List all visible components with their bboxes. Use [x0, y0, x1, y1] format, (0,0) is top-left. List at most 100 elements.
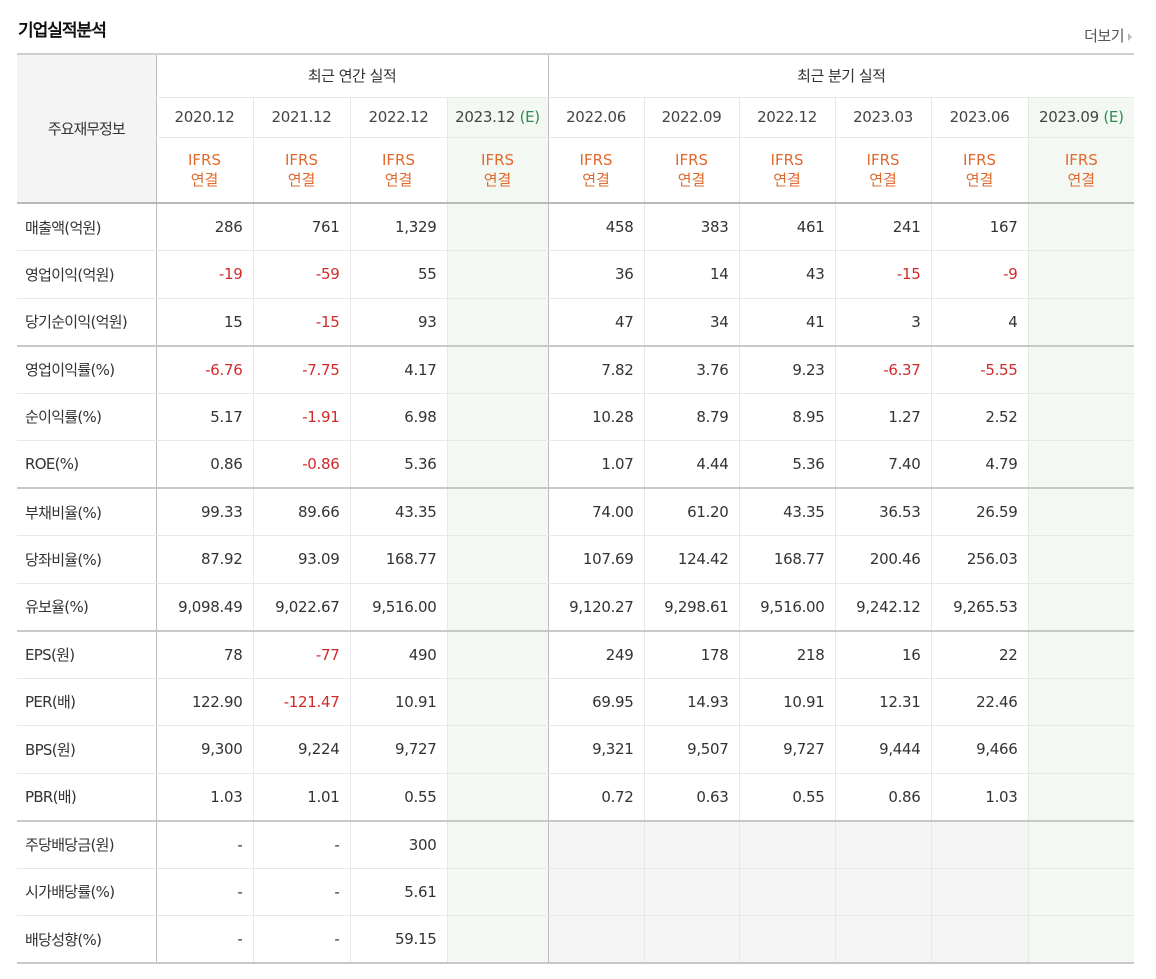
- table-cell: 218: [738, 630, 836, 679]
- table-cell: [446, 630, 549, 679]
- table-cell: [446, 773, 549, 822]
- ifrs-header: IFRS 연결: [930, 137, 1029, 204]
- chevron-right-icon: [1128, 32, 1132, 41]
- ifrs-header: IFRS 연결: [349, 137, 447, 204]
- table-cell: 1.01: [252, 773, 350, 822]
- ifrs-label: IFRS: [770, 150, 804, 169]
- row-label: 순이익률(%): [17, 393, 157, 441]
- table-cell: 1,329: [349, 203, 447, 251]
- table-cell: 1.03: [155, 773, 253, 822]
- table-row: 순이익률(%) 5.17 -1.91 6.98 10.28 8.79 8.95 1.27 2.5…: [17, 393, 1135, 441]
- table-cell: [643, 820, 740, 869]
- table-cell: 15: [155, 298, 253, 347]
- table-cell: 5.36: [349, 440, 447, 489]
- period-header: 2023.12 (E): [446, 97, 549, 138]
- table-cell: [446, 868, 549, 916]
- table-row: EPS(원) 78 -77 490 249 178 218 16 22: [17, 630, 1135, 679]
- table-row: 매출액(억원) 286 761 1,329 458 383 461 241 167: [17, 203, 1135, 251]
- table-cell: 286: [155, 203, 253, 251]
- consolidated-label: 연결: [190, 170, 219, 189]
- consolidated-label: 연결: [965, 170, 994, 189]
- table-cell: 9,516.00: [349, 583, 447, 632]
- table-row: 배당성향(%) - -59.15: [17, 915, 1135, 964]
- table-cell: [446, 298, 549, 347]
- row-label: BPS(원): [17, 725, 157, 774]
- table-cell: 9,444: [834, 725, 932, 774]
- table-cell: 0.86: [155, 440, 253, 489]
- quarter-group-header: 최근 분기 실적: [547, 53, 1135, 98]
- table-cell: -0.86: [252, 440, 350, 489]
- table-cell: 8.79: [643, 393, 740, 441]
- table-cell: -: [252, 915, 350, 964]
- table-cell: [1027, 630, 1135, 679]
- consolidated-label: 연결: [773, 170, 801, 189]
- table-cell: -: [252, 820, 350, 869]
- table-cell: 9,098.49: [155, 583, 253, 632]
- table-cell: 41: [738, 298, 836, 347]
- table-cell: [834, 868, 932, 916]
- table-cell: 69.95: [547, 678, 645, 726]
- table-cell: [446, 345, 549, 394]
- table-cell: 6.98: [349, 393, 447, 441]
- period-header: 2021.12: [252, 97, 350, 138]
- row-label: 시가배당률(%): [17, 868, 157, 916]
- table-cell: -: [155, 868, 253, 916]
- estimate-tag: (E): [519, 108, 541, 126]
- table-cell: 383: [643, 203, 740, 251]
- table-cell: [446, 203, 549, 251]
- table-cell: 300: [349, 820, 447, 869]
- table-cell: [446, 820, 549, 869]
- table-cell: 47: [547, 298, 645, 347]
- table-cell: 167: [930, 203, 1029, 251]
- table-row: 부채비율(%) 99.33 89.66 43.35 74.00 61.20 43.35 36.…: [17, 488, 1135, 536]
- table-cell: 43.35: [738, 488, 836, 536]
- table-cell: -9: [930, 250, 1029, 299]
- ifrs-label: IFRS: [481, 150, 515, 169]
- table-cell: [446, 440, 549, 489]
- row-label: PBR(배): [17, 773, 157, 822]
- ifrs-header: IFRS 연결: [446, 137, 549, 204]
- table-cell: -19: [155, 250, 253, 299]
- table-cell: [1027, 440, 1135, 489]
- table-row: BPS(원) 9,300 9,224 9,727 9,321 9,507 9,727 9,44…: [17, 725, 1135, 774]
- table-cell: 1.07: [547, 440, 645, 489]
- table-cell: 0.55: [738, 773, 836, 822]
- ifrs-header: IFRS 연결: [1027, 137, 1135, 204]
- period-label: 2022.09: [661, 108, 722, 126]
- row-label: 영업이익(억원): [17, 250, 157, 299]
- table-cell: 12.31: [834, 678, 932, 726]
- table-cell: [643, 915, 740, 964]
- ifrs-header: IFRS 연결: [155, 137, 253, 204]
- period-label: 2022.12: [757, 108, 817, 126]
- row-label: 유보율(%): [17, 583, 157, 632]
- table-cell: 59.15: [349, 915, 447, 964]
- row-label: 배당성향(%): [17, 915, 157, 964]
- table-cell: [1027, 678, 1135, 726]
- table-cell: 9,300: [155, 725, 253, 774]
- table-cell: -6.37: [834, 345, 932, 394]
- table-row: 유보율(%) 9,098.49 9,022.67 9,516.00 9,120.27 9,…: [17, 583, 1135, 632]
- more-link[interactable]: 더보기: [1084, 25, 1132, 46]
- period-label: 2023.03: [853, 108, 913, 126]
- row-label: 매출액(억원): [17, 203, 157, 251]
- table-cell: 122.90: [155, 678, 253, 726]
- table-cell: 256.03: [930, 535, 1029, 584]
- table-cell: [834, 915, 932, 964]
- table-cell: 241: [834, 203, 932, 251]
- table-cell: 0.86: [834, 773, 932, 822]
- table-cell: 78: [155, 630, 253, 679]
- table-cell: -7.75: [252, 345, 350, 394]
- row-label: ROE(%): [17, 440, 157, 489]
- table-cell: [1027, 250, 1135, 299]
- table-cell: [1027, 488, 1135, 536]
- table-cell: 168.77: [349, 535, 447, 584]
- table-cell: [547, 915, 645, 964]
- row-label: 주당배당금(원): [17, 820, 157, 869]
- period-label: 2023.09: [1038, 108, 1099, 126]
- table-cell: 36.53: [834, 488, 932, 536]
- table-cell: [1027, 393, 1135, 441]
- ifrs-label: IFRS: [1064, 150, 1098, 169]
- table-cell: 9,321: [547, 725, 645, 774]
- ifrs-row: IFRS 연결 IFRS 연결 IFRS 연결 IFRS 연결 IFRS 연결 IFRS 연결 IFRS…: [17, 137, 1135, 204]
- table-cell: [1027, 203, 1135, 251]
